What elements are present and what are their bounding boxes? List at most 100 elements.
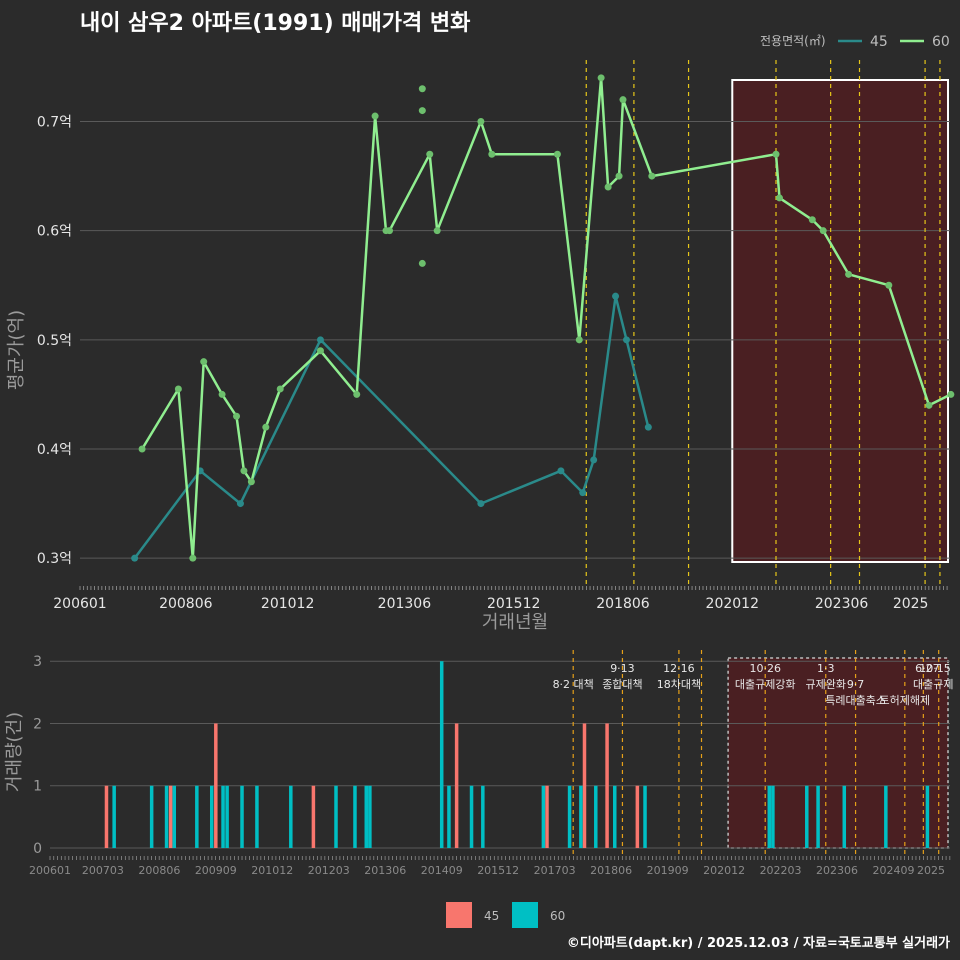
data-point-60 <box>353 390 361 398</box>
data-point-60 <box>418 85 426 93</box>
volume-highlight-region <box>727 657 949 849</box>
data-point-60 <box>575 336 583 344</box>
volume-x-tick-label: 201806 <box>590 864 632 877</box>
volume-y-tick-label: 1 <box>33 779 42 795</box>
policy-label: 9·7 <box>847 678 865 691</box>
legend-swatch-45 <box>446 902 472 928</box>
volume-x-tick-label: 201512 <box>477 864 519 877</box>
chart-title: 내이 삼우2 아파트(1991) 매매가격 변화 <box>80 11 470 36</box>
data-point-45 <box>590 456 598 464</box>
data-point-60 <box>604 183 612 191</box>
volume-x-tick-label: 201409 <box>421 864 463 877</box>
volume-x-tick-label: 202203 <box>760 864 802 877</box>
policy-label: 10·26 <box>749 662 781 675</box>
volume-bar-45 <box>454 723 459 848</box>
policy-label: 9·13 <box>610 662 635 675</box>
volume-bar-45 <box>582 723 587 848</box>
y-tick-label: 0.7억 <box>37 115 72 131</box>
policy-label: 종합대책 <box>602 678 642 691</box>
volume-bar-60 <box>164 785 169 848</box>
volume-bar-60 <box>884 785 888 848</box>
volume-bar-60 <box>368 785 372 848</box>
volume-y-tick-label: 3 <box>33 654 42 670</box>
volume-bar-60 <box>149 785 154 848</box>
data-point-60 <box>386 227 394 235</box>
volume-bar-60 <box>353 785 357 848</box>
data-point-60 <box>808 216 816 224</box>
volume-bar-60 <box>541 785 546 848</box>
volume-x-tick-label: 200601 <box>29 864 71 877</box>
bottom-legend: 45 60 <box>446 902 565 928</box>
volume-x-tick-label: 200806 <box>138 864 180 877</box>
data-point-60 <box>418 107 426 115</box>
data-point-60 <box>819 227 827 235</box>
data-point-60 <box>615 172 623 180</box>
data-point-60 <box>648 172 656 180</box>
volume-bar-60 <box>842 785 847 848</box>
legend-swatch-60 <box>512 902 538 928</box>
data-point-45 <box>131 554 139 562</box>
volume-bar-60 <box>481 785 485 848</box>
volume-bar-60 <box>567 785 572 848</box>
volume-bar-60 <box>447 785 451 848</box>
x-tick-label: 201012 <box>261 596 314 612</box>
volume-y-tick-label: 2 <box>33 716 42 732</box>
policy-label: 18차대책 <box>657 678 701 691</box>
volume-x-tick-label: 200909 <box>195 864 237 877</box>
volume-bar-60 <box>195 785 199 848</box>
volume-x-tick-label: 200703 <box>82 864 124 877</box>
volume-bar-45 <box>168 785 173 848</box>
data-point-60 <box>488 150 496 158</box>
data-point-45 <box>477 500 485 508</box>
volume-bar-45 <box>605 723 609 848</box>
policy-label: 12·16 <box>663 662 695 675</box>
volume-bar-60 <box>334 785 338 848</box>
data-point-60 <box>316 347 324 355</box>
volume-x-tick-label: 201909 <box>647 864 689 877</box>
y-axis-title: 평균가(억) <box>6 310 27 390</box>
volume-bar-60 <box>225 785 229 848</box>
x-tick-label: 200601 <box>53 596 106 612</box>
data-point-45 <box>644 423 652 431</box>
data-point-60 <box>619 96 627 104</box>
data-point-60 <box>218 390 226 398</box>
x-tick-label: 2025 <box>893 596 929 612</box>
volume-bar-60 <box>771 785 775 848</box>
footer-source: ©디아파트(dapt.kr) / 2025.12.03 / 자료=국토교통부 실… <box>567 935 950 951</box>
data-point-60 <box>247 478 255 486</box>
policy-label: 6·27 <box>915 662 940 675</box>
data-point-60 <box>174 385 182 393</box>
volume-bar-45 <box>214 723 218 848</box>
data-point-60 <box>371 112 379 120</box>
volume-bar-60 <box>289 785 293 848</box>
volume-bar-60 <box>594 785 598 848</box>
x-tick-label: 201306 <box>378 596 432 612</box>
policy-label: 특례대출축소 <box>825 694 886 707</box>
volume-x-tick-label: 202306 <box>816 864 858 877</box>
y-tick-label: 0.5억 <box>37 333 72 349</box>
x-tick-label: 201806 <box>596 596 650 612</box>
volume-bar-60 <box>805 785 809 848</box>
volume-bar-60 <box>767 785 772 848</box>
volume-x-tick-label: 2025 <box>917 864 945 877</box>
data-point-60 <box>925 401 933 409</box>
x-tick-label: 201512 <box>487 596 540 612</box>
volume-bar-60 <box>469 785 474 848</box>
volume-bar-60 <box>643 785 647 848</box>
data-point-45 <box>579 489 587 497</box>
volume-bar-45 <box>545 785 549 848</box>
data-point-60 <box>233 412 241 420</box>
series-line-60 <box>141 76 952 560</box>
policy-label: 8·2 대책 <box>553 678 594 691</box>
volume-bar-60 <box>209 785 214 848</box>
data-point-60 <box>138 445 146 453</box>
volume-bar-60 <box>255 785 259 848</box>
volume-bar-60 <box>925 785 930 848</box>
data-point-60 <box>189 554 197 562</box>
policy-label: 대출규제강화 <box>735 678 796 691</box>
data-point-60 <box>262 423 270 431</box>
data-point-60 <box>418 259 426 267</box>
policy-label: 10·15 <box>919 662 951 675</box>
data-point-60 <box>477 118 485 125</box>
